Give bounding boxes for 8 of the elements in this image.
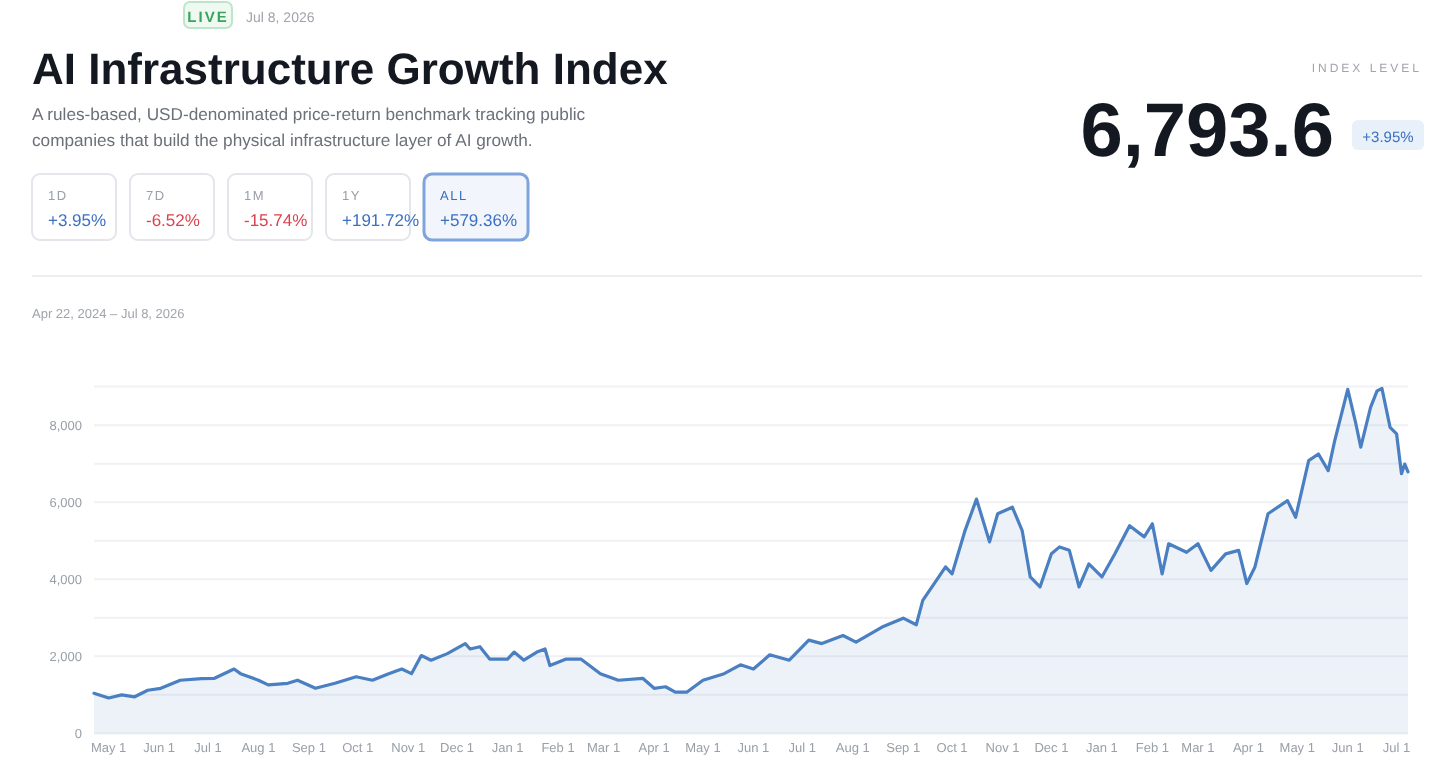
chart-subtitle: A rules-based, USD-denominated price-return benchmark tracking public companies that build the physical infrastructure layer of AI growth.: [32, 104, 587, 150]
text: +579.36%: [440, 210, 518, 230]
text: -15.74%: [244, 210, 309, 230]
text: +191.72%: [342, 210, 420, 230]
text: 6,793.6: [1080, 90, 1334, 174]
chart-title: AI Infrastructure Growth Index: [32, 44, 670, 94]
text: +3.95%: [48, 210, 108, 230]
text: -6.52%: [146, 210, 201, 230]
